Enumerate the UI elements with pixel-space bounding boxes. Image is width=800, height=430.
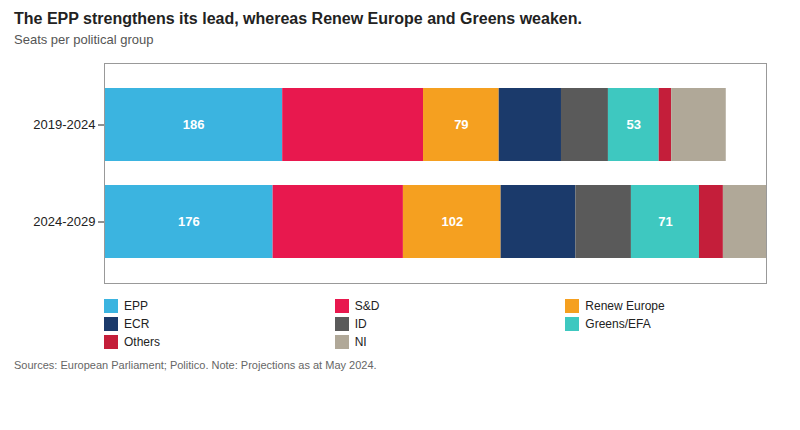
svg-text:71: 71 bbox=[658, 214, 672, 229]
html-text:Renew Europe: Renew Europe bbox=[585, 299, 665, 313]
html-text:Others: Others bbox=[124, 335, 160, 349]
svg-text:53: 53 bbox=[627, 117, 641, 132]
svg-text:2019-2024: 2019-2024 bbox=[33, 117, 95, 132]
html-text:ID: ID bbox=[354, 317, 367, 331]
svg-text:79: 79 bbox=[454, 117, 468, 132]
html-text:EPP: EPP bbox=[124, 299, 148, 313]
html-text:S&D: S&D bbox=[354, 299, 380, 313]
svg-text:102: 102 bbox=[441, 214, 463, 229]
html-text:ECR: ECR bbox=[124, 317, 150, 331]
html-text:NI: NI bbox=[354, 335, 367, 349]
svg-text:2024-2029: 2024-2029 bbox=[33, 214, 95, 229]
html-text:Greens/EFA: Greens/EFA bbox=[585, 317, 651, 331]
html-text:Sources: European Parliament;: Sources: European Parliament; Politico. … bbox=[14, 359, 377, 371]
svg-text:176: 176 bbox=[178, 214, 200, 229]
svg-text:186: 186 bbox=[183, 117, 205, 132]
html-text:Seats per political group: Seats per political group bbox=[14, 32, 154, 47]
html-text:The EPP strengthens its lead,: The EPP strengthens its lead, whereas Re… bbox=[14, 10, 582, 27]
